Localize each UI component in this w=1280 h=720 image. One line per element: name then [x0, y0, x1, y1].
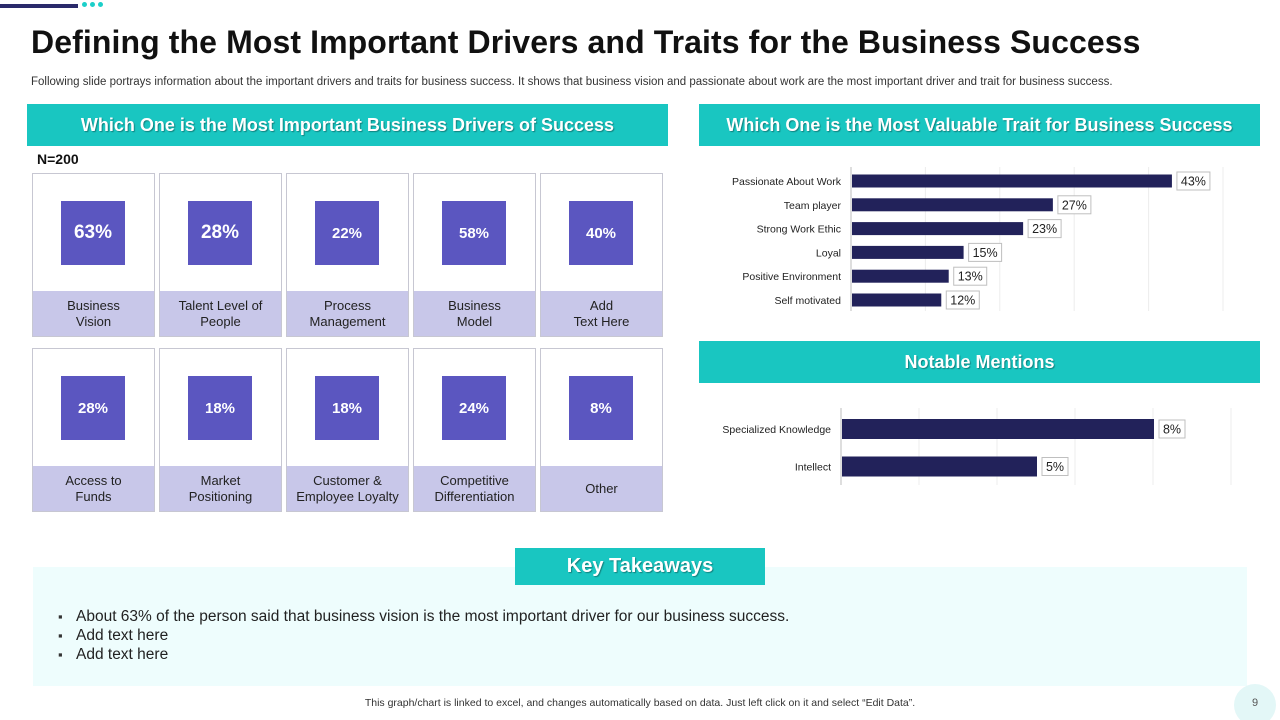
data-label-box: [1158, 419, 1186, 439]
page-title: Defining the Most Important Drivers and …: [31, 24, 1141, 60]
driver-card: 8% Other: [540, 348, 663, 512]
data-label: 5%: [1046, 460, 1064, 474]
driver-label: Add Text Here: [541, 291, 662, 336]
driver-value: 22%: [315, 201, 379, 265]
driver-label: Market Positioning: [160, 466, 281, 511]
driver-label: Business Vision: [33, 291, 154, 336]
data-label: 8%: [1163, 423, 1181, 437]
decorative-line: [0, 4, 78, 8]
driver-label: Talent Level of People: [160, 291, 281, 336]
bar: [852, 293, 942, 307]
driver-label: Access to Funds: [33, 466, 154, 511]
driver-value: 28%: [61, 376, 125, 440]
driver-value: 40%: [569, 201, 633, 265]
bar: [852, 269, 949, 283]
page-subtitle: Following slide portrays information abo…: [31, 76, 1113, 88]
page-number: 9: [1234, 684, 1276, 720]
mentions-bar-chart: Specialized Knowledge 8% Intellect 5%: [722, 408, 1232, 485]
data-label-box: [1057, 195, 1092, 215]
category-label: Strong Work Ethic: [757, 224, 841, 236]
driver-label: Business Model: [414, 291, 535, 336]
driver-label: Process Management: [287, 291, 408, 336]
data-label: 27%: [1062, 198, 1087, 212]
data-label: 12%: [950, 294, 975, 308]
takeaway-item: Add text here: [58, 645, 789, 664]
category-label: Positive Environment: [742, 271, 841, 283]
traits-header: Which One is the Most Valuable Trait for…: [699, 104, 1260, 146]
data-label-box: [1041, 457, 1069, 476]
bar: [852, 198, 1053, 212]
driver-card: 58% Business Model: [413, 173, 536, 337]
category-label: Intellect: [795, 462, 831, 474]
category-label: Passionate About Work: [732, 176, 842, 188]
driver-card: 40% Add Text Here: [540, 173, 663, 337]
data-label-box: [1176, 171, 1211, 191]
driver-label: Customer & Employee Loyalty: [287, 466, 408, 511]
driver-value: 18%: [315, 376, 379, 440]
driver-card: 28% Talent Level of People: [159, 173, 282, 337]
driver-card: 18% Market Positioning: [159, 348, 282, 512]
driver-value: 63%: [61, 201, 125, 265]
category-label: Team player: [784, 200, 842, 212]
traits-bar-chart: Passionate About Work 43% Team player 27% St…: [732, 167, 1224, 311]
bar: [842, 419, 1154, 439]
driver-card: 18% Customer & Employee Loyalty: [286, 348, 409, 512]
data-label-box: [953, 266, 988, 286]
driver-label: Other: [541, 466, 662, 511]
takeaway-item: About 63% of the person said that busine…: [58, 607, 789, 626]
data-label: 13%: [958, 270, 983, 284]
category-label: Specialized Knowledge: [722, 424, 831, 436]
driver-value: 58%: [442, 201, 506, 265]
data-label-box: [968, 242, 1003, 262]
bar: [842, 456, 1037, 477]
category-label: Loyal: [816, 247, 841, 259]
takeaway-item: Add text here: [58, 626, 789, 645]
driver-card: 22% Process Management: [286, 173, 409, 337]
takeaways-list: About 63% of the person said that busine…: [58, 607, 789, 664]
data-label: 15%: [973, 246, 998, 260]
bar: [852, 174, 1172, 188]
driver-card: 24% Competitive Differentiation: [413, 348, 536, 512]
data-label: 43%: [1181, 175, 1206, 189]
takeaways-header: Key Takeaways: [515, 548, 765, 585]
bar: [852, 245, 964, 259]
sample-size-label: N=200: [37, 151, 79, 167]
bar: [852, 222, 1024, 236]
driver-card: 63% Business Vision: [32, 173, 155, 337]
decorative-dots: [82, 2, 103, 7]
driver-card: 28% Access to Funds: [32, 348, 155, 512]
driver-value: 8%: [569, 376, 633, 440]
driver-value: 28%: [188, 201, 252, 265]
data-label-box: [945, 290, 980, 310]
mentions-header: Notable Mentions: [699, 341, 1260, 383]
driver-value: 18%: [188, 376, 252, 440]
footer-note: This graph/chart is linked to excel, and…: [364, 697, 916, 709]
driver-label: Competitive Differentiation: [414, 466, 535, 511]
drivers-header: Which One is the Most Important Business…: [27, 104, 668, 146]
category-label: Self motivated: [774, 295, 841, 307]
driver-value: 24%: [442, 376, 506, 440]
data-label-box: [1027, 219, 1062, 239]
data-label: 23%: [1032, 222, 1057, 236]
